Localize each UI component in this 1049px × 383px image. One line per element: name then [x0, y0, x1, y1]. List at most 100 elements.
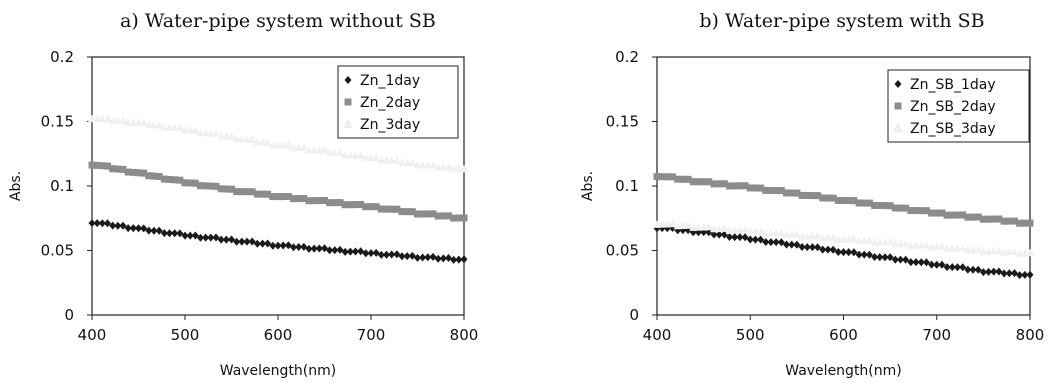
legend: Zn_SB_1day Zn_SB_2day Zn_SB_3day	[887, 69, 1030, 143]
data-point	[678, 221, 687, 230]
data-point	[736, 233, 744, 242]
data-point	[139, 118, 148, 127]
data-point	[953, 244, 962, 252]
data-point	[222, 235, 230, 244]
data-point	[902, 204, 910, 212]
data-point	[953, 263, 961, 272]
data-point	[823, 233, 832, 242]
legend: Zn_1day Zn_2day Zn_3day	[337, 65, 459, 139]
data-point	[264, 190, 272, 198]
data-point	[109, 221, 117, 230]
data-point	[191, 231, 199, 240]
data-point	[938, 260, 946, 269]
data-point	[787, 230, 796, 239]
data-point	[673, 221, 682, 230]
data-point	[305, 244, 313, 253]
data-point	[362, 249, 370, 258]
data-point	[439, 162, 448, 171]
data-point	[860, 250, 868, 259]
data-point	[850, 197, 858, 205]
data-point	[439, 212, 447, 220]
data-point	[741, 225, 750, 234]
data-point	[290, 243, 297, 252]
data-point	[845, 197, 853, 205]
data-point	[212, 233, 220, 242]
data-point	[201, 129, 210, 137]
data-point	[383, 205, 390, 213]
data-point	[917, 258, 925, 267]
data-point	[176, 229, 184, 238]
data-point	[119, 221, 127, 230]
data-point	[684, 175, 692, 183]
legend-label: Zn_3day	[360, 117, 420, 133]
data-point	[715, 224, 724, 233]
data-point	[186, 126, 195, 134]
legend-marker	[894, 102, 902, 110]
data-point	[454, 164, 463, 173]
data-point	[834, 235, 843, 243]
data-point	[875, 238, 884, 246]
x-tick-label: 400	[78, 326, 107, 344]
data-point	[948, 211, 956, 219]
data-point	[186, 231, 194, 240]
data-point	[819, 194, 827, 202]
data-point	[870, 238, 879, 246]
data-point	[829, 245, 837, 254]
data-point	[325, 148, 334, 157]
data-point	[268, 140, 277, 149]
data-point	[217, 131, 226, 140]
data-point	[777, 228, 786, 237]
data-point	[985, 215, 993, 223]
data-point	[1010, 247, 1019, 256]
data-point	[129, 118, 138, 127]
data-point	[798, 191, 806, 199]
data-point	[865, 250, 873, 259]
data-point	[699, 222, 708, 231]
data-point	[974, 245, 983, 253]
data-point	[933, 260, 941, 269]
data-point	[124, 168, 132, 176]
data-point	[388, 205, 396, 213]
data-point	[134, 118, 143, 126]
data-point	[751, 227, 760, 236]
data-point	[684, 221, 693, 229]
data-point	[207, 182, 215, 190]
data-point	[144, 120, 153, 129]
data-point	[829, 194, 837, 202]
data-point	[383, 250, 390, 259]
data-point	[197, 182, 204, 190]
data-point	[140, 224, 148, 233]
data-point	[922, 207, 930, 215]
data-point	[979, 215, 987, 223]
data-point	[1000, 217, 1008, 225]
data-point	[1026, 270, 1034, 279]
data-point	[803, 243, 811, 252]
data-point	[860, 199, 868, 207]
data-point	[434, 212, 442, 220]
data-point	[171, 176, 179, 184]
data-point	[294, 143, 303, 152]
data-point	[974, 265, 982, 274]
data-point	[450, 214, 458, 222]
data-point	[751, 184, 759, 192]
data-point	[279, 141, 288, 149]
data-point	[871, 201, 879, 209]
data-point	[165, 123, 174, 131]
data-point	[228, 235, 235, 244]
data-point	[336, 148, 344, 157]
data-point	[424, 210, 432, 218]
data-point	[653, 220, 661, 228]
data-point	[730, 226, 739, 234]
data-point	[1005, 217, 1013, 225]
data-point	[777, 187, 785, 195]
series-Zn_SB_3day	[653, 219, 1034, 257]
data-point	[726, 182, 734, 190]
data-point	[1026, 248, 1034, 257]
data-point	[299, 143, 308, 152]
data-point	[264, 239, 272, 248]
data-point	[419, 253, 427, 262]
data-point	[720, 224, 729, 232]
data-point	[191, 126, 200, 134]
data-point	[757, 184, 765, 192]
data-point	[865, 236, 874, 244]
